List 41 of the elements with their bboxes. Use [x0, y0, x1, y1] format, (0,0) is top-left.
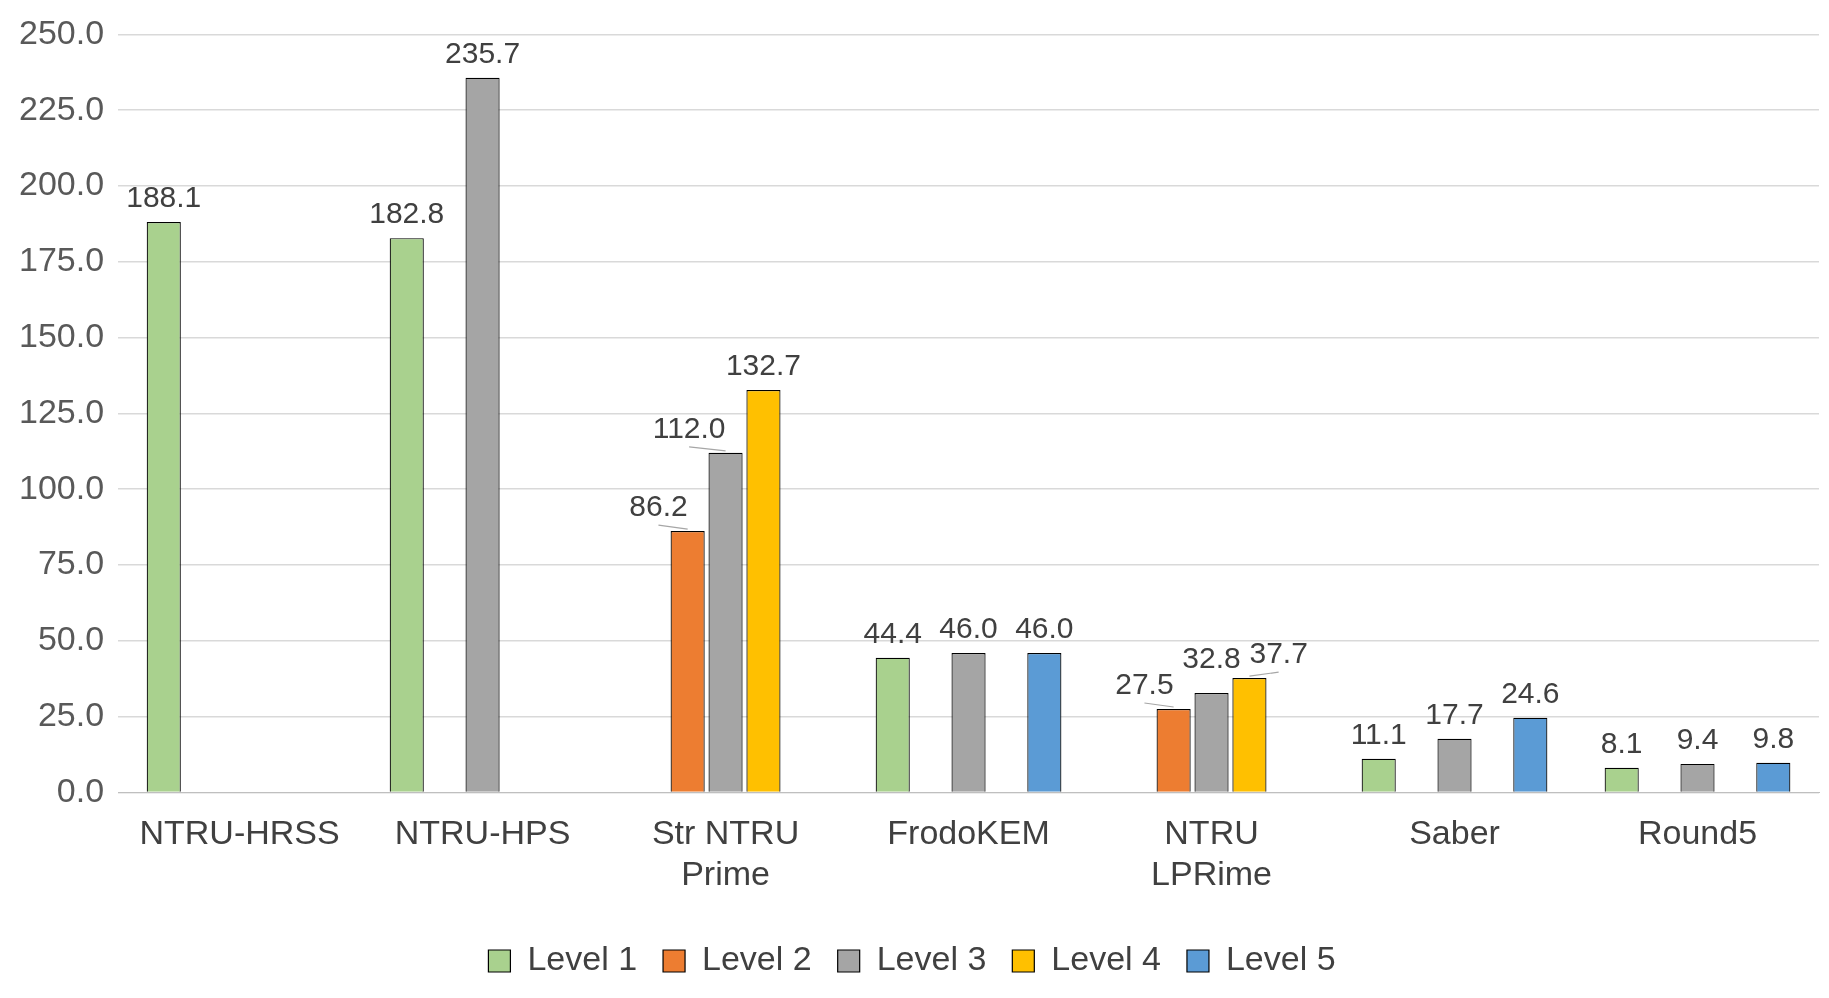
- data-label: 11.1: [1350, 717, 1407, 751]
- legend-label: Level 3: [876, 939, 987, 978]
- x-tick-label: FrodoKEM: [887, 813, 1050, 852]
- legend-label: Level 5: [1225, 939, 1336, 978]
- data-label: 9.4: [1676, 722, 1719, 756]
- data-label: 17.7: [1425, 697, 1484, 730]
- x-tick-label: NTRU LPRime: [1151, 813, 1272, 892]
- y-tick-label: 0.0: [56, 770, 105, 809]
- y-tick-label: 175.0: [18, 240, 105, 279]
- data-label: 8.1: [1600, 726, 1643, 760]
- x-tick-label: Saber: [1409, 813, 1500, 852]
- data-label: 44.4: [863, 616, 922, 650]
- data-label: 24.6: [1501, 676, 1560, 710]
- data-label: 37.7: [1249, 636, 1308, 670]
- y-tick-label: 200.0: [18, 164, 105, 203]
- data-label: 188.1: [126, 180, 202, 214]
- data-label: 46.0: [1015, 611, 1074, 645]
- data-label: 9.8: [1752, 720, 1795, 754]
- data-label: 46.0: [939, 611, 998, 645]
- legend-label: Level 1: [527, 939, 638, 978]
- legend-label: Level 4: [1051, 939, 1161, 978]
- data-label: 27.5: [1115, 667, 1174, 701]
- y-tick-label: 25.0: [37, 694, 105, 733]
- y-tick-label: 225.0: [18, 88, 105, 127]
- data-label: 132.7: [725, 348, 801, 382]
- data-label: 235.7: [445, 36, 521, 70]
- y-tick-label: 250.0: [18, 12, 105, 51]
- data-label: 112.0: [652, 411, 726, 445]
- y-tick-label: 50.0: [37, 619, 105, 658]
- x-tick-label: NTRU-HRSS: [139, 813, 340, 852]
- y-tick-label: 125.0: [18, 391, 105, 430]
- x-tick-label: NTRU-HPS: [394, 813, 571, 852]
- y-tick-label: 150.0: [18, 315, 105, 354]
- x-tick-label: Round5: [1637, 813, 1758, 852]
- x-tick-label: Str NTRU Prime: [651, 813, 800, 892]
- y-tick-label: 75.0: [37, 543, 105, 582]
- data-label: 182.8: [369, 196, 445, 230]
- data-label: 32.8: [1182, 641, 1241, 675]
- legend-label: Level 2: [702, 939, 812, 978]
- y-tick-label: 100.0: [18, 467, 105, 506]
- data-label: 86.2: [629, 489, 688, 523]
